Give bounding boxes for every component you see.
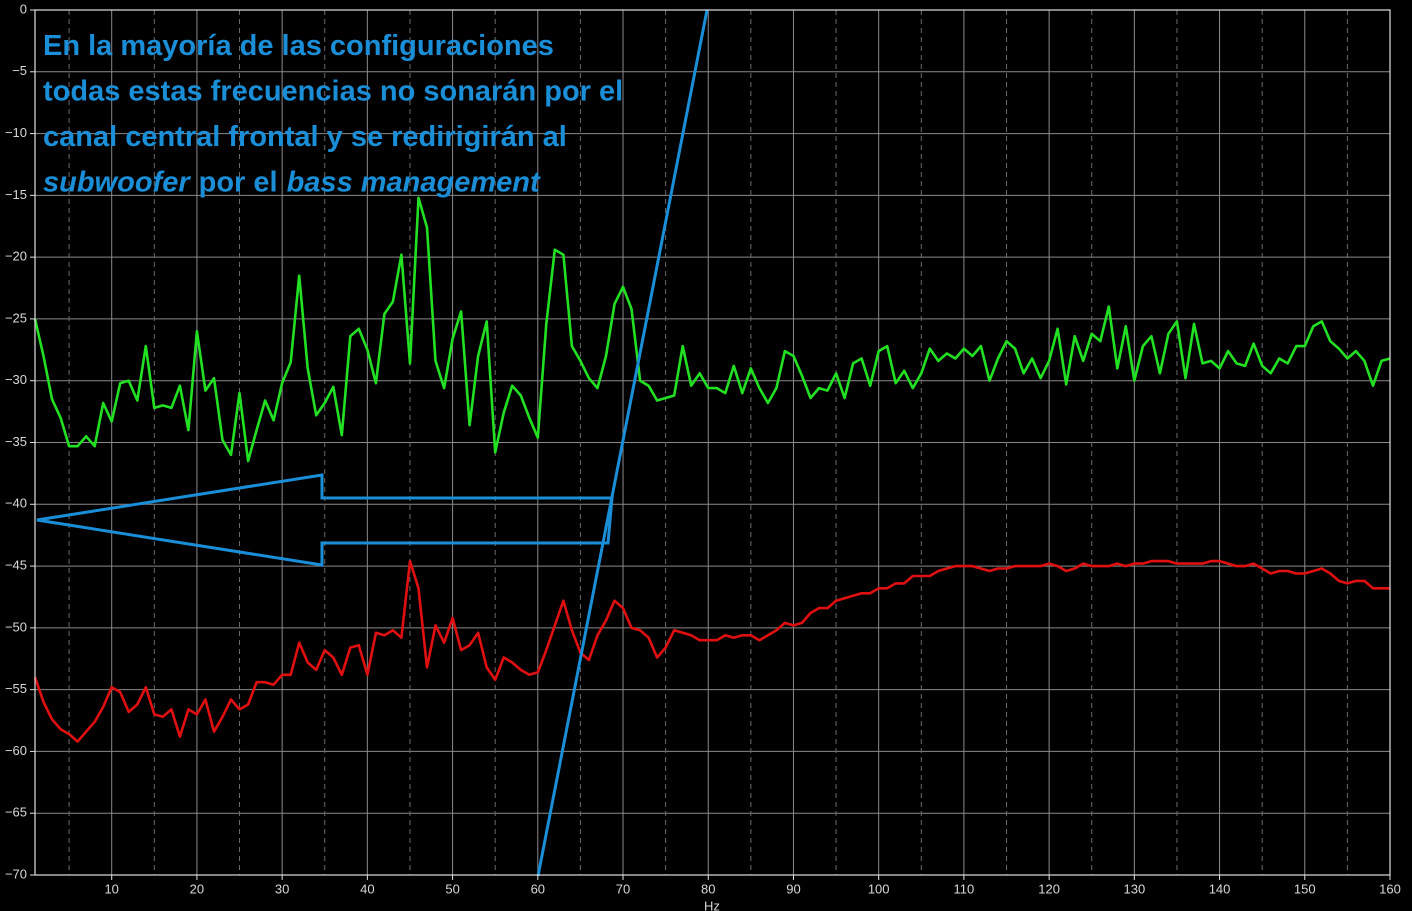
x-tick-label: 30 [275, 881, 289, 896]
annotation: En la mayoría de las configuraciones toda… [43, 30, 623, 199]
annotation-segment: subwoofer [43, 167, 191, 199]
x-tick-label: 130 [1123, 881, 1145, 896]
annotation-segment: por el [199, 167, 278, 199]
y-tick-label: −35 [5, 434, 27, 449]
x-tick-label: 50 [445, 881, 459, 896]
x-tick-label: 150 [1294, 881, 1316, 896]
x-tick-label: 100 [868, 881, 890, 896]
annotation-line: canal central frontal y se redirigirán a… [43, 121, 567, 153]
y-tick-label: −10 [5, 125, 27, 140]
series [33, 196, 1391, 743]
y-tick-label: −40 [5, 496, 27, 511]
x-tick-label: 120 [1038, 881, 1060, 896]
series-line [33, 559, 1390, 743]
ticks: −70−65−60−55−50−45−40−35−30−25−20−15−10−… [5, 1, 1401, 896]
x-tick-label: 160 [1379, 881, 1401, 896]
x-tick-label: 60 [531, 881, 545, 896]
arrow [36, 473, 614, 567]
x-tick-label: 70 [616, 881, 630, 896]
x-tick-label: 10 [104, 881, 118, 896]
y-tick-label: −50 [5, 619, 27, 634]
y-tick-label: −55 [5, 681, 27, 696]
annotation-shapes [36, 9, 709, 877]
annotation-segment: bass management [287, 167, 541, 199]
y-tick-label: 0 [20, 1, 27, 16]
crossover-line [536, 9, 709, 877]
y-tick-label: −65 [5, 805, 27, 820]
y-tick-label: −25 [5, 310, 27, 325]
annotation-line: subwoofer por el bass management [43, 167, 541, 199]
y-tick-label: −60 [5, 743, 27, 758]
x-tick-label: 80 [701, 881, 715, 896]
x-tick-label: 20 [190, 881, 204, 896]
y-tick-label: −45 [5, 558, 27, 573]
series-line [33, 196, 1391, 463]
y-tick-label: −20 [5, 249, 27, 264]
x-tick-label: 140 [1209, 881, 1231, 896]
x-tick-label: 110 [954, 881, 975, 896]
y-tick-label: −15 [5, 187, 27, 202]
annotation-line: En la mayoría de las configuraciones [43, 30, 554, 62]
x-tick-label: 90 [786, 881, 800, 896]
x-axis-label: Hz [704, 898, 720, 911]
y-tick-label: −5 [12, 63, 27, 78]
annotation-line: todas estas frecuencias no sonarán por e… [43, 76, 623, 108]
x-tick-label: 40 [360, 881, 374, 896]
y-tick-label: −70 [5, 866, 27, 881]
y-tick-label: −30 [5, 372, 27, 387]
